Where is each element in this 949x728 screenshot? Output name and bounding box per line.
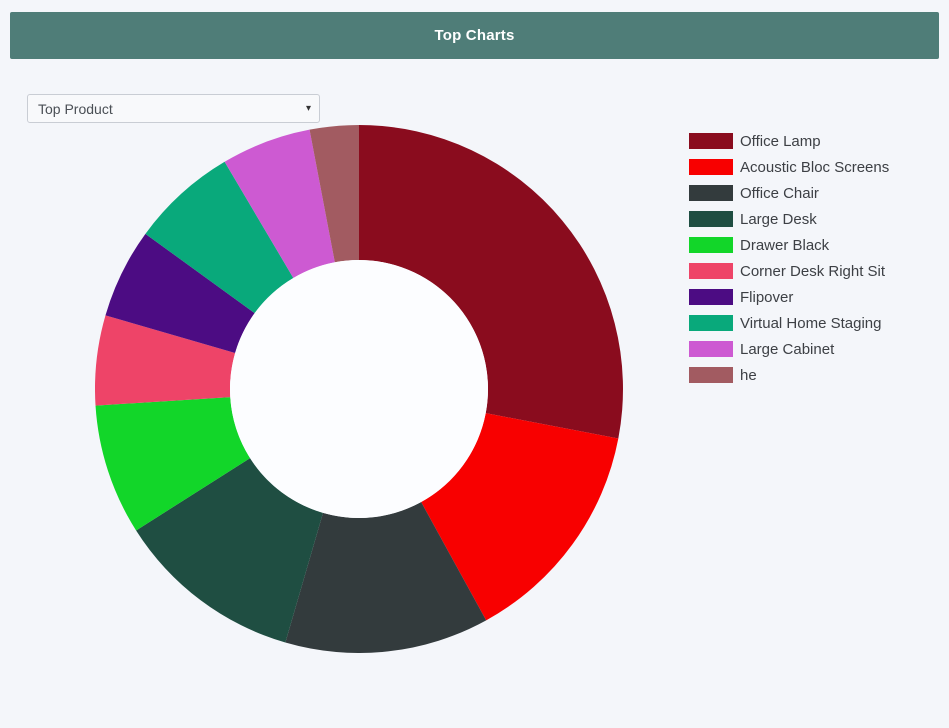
legend-swatch <box>689 211 733 227</box>
donut-chart[interactable] <box>95 125 623 653</box>
donut-segment-large-desk[interactable] <box>136 458 324 643</box>
top-product-select-value: Top Product <box>38 100 113 117</box>
donut-segment-drawer-black[interactable] <box>95 397 251 531</box>
legend-label: Corner Desk Right Sit <box>740 262 886 280</box>
donut-segment-corner-desk-right-sit[interactable] <box>95 315 236 406</box>
legend-label: Office Chair <box>740 184 819 202</box>
legend-item-virtual-home-staging[interactable]: Virtual Home Staging <box>689 310 889 336</box>
legend-swatch <box>689 315 733 331</box>
page-header: Top Charts <box>10 12 939 59</box>
legend-label: Virtual Home Staging <box>740 314 882 332</box>
page-title: Top Charts <box>434 27 515 44</box>
donut-segment-he[interactable] <box>309 125 359 263</box>
legend-label: Acoustic Bloc Screens <box>740 158 890 176</box>
legend-label: Flipover <box>740 288 794 306</box>
legend-label: Office Lamp <box>740 132 821 150</box>
legend-swatch <box>689 237 733 253</box>
legend-label: Large Desk <box>740 210 817 228</box>
donut-segment-office-lamp[interactable] <box>359 125 623 439</box>
legend-swatch <box>689 341 733 357</box>
legend-swatch <box>689 263 733 279</box>
chart-legend: Office Lamp Acoustic Bloc Screens Office C… <box>689 128 889 388</box>
donut-segment-virtual-home-staging[interactable] <box>145 161 294 314</box>
legend-label: he <box>740 366 757 384</box>
legend-item-he[interactable]: he <box>689 362 889 388</box>
legend-label: Large Cabinet <box>740 340 835 358</box>
legend-swatch <box>689 133 733 149</box>
donut-segment-flipover[interactable] <box>105 233 255 354</box>
legend-swatch <box>689 159 733 175</box>
chevron-down-icon: ▾ <box>305 102 311 114</box>
legend-item-drawer-black[interactable]: Drawer Black <box>689 232 889 258</box>
top-product-select[interactable]: Top Product ▾ <box>27 94 320 123</box>
legend-label: Drawer Black <box>740 236 830 254</box>
donut-segment-large-cabinet[interactable] <box>224 129 335 278</box>
legend-item-acoustic-bloc-screens[interactable]: Acoustic Bloc Screens <box>689 154 889 180</box>
donut-segment-office-chair[interactable] <box>285 502 487 653</box>
legend-swatch <box>689 185 733 201</box>
donut-hole <box>230 260 488 518</box>
legend-swatch <box>689 367 733 383</box>
legend-item-office-chair[interactable]: Office Chair <box>689 180 889 206</box>
legend-swatch <box>689 289 733 305</box>
legend-item-office-lamp[interactable]: Office Lamp <box>689 128 889 154</box>
legend-item-flipover[interactable]: Flipover <box>689 284 889 310</box>
legend-item-large-cabinet[interactable]: Large Cabinet <box>689 336 889 362</box>
legend-item-large-desk[interactable]: Large Desk <box>689 206 889 232</box>
donut-segment-acoustic-bloc-screens[interactable] <box>421 413 619 621</box>
legend-item-corner-desk-right-sit[interactable]: Corner Desk Right Sit <box>689 258 889 284</box>
